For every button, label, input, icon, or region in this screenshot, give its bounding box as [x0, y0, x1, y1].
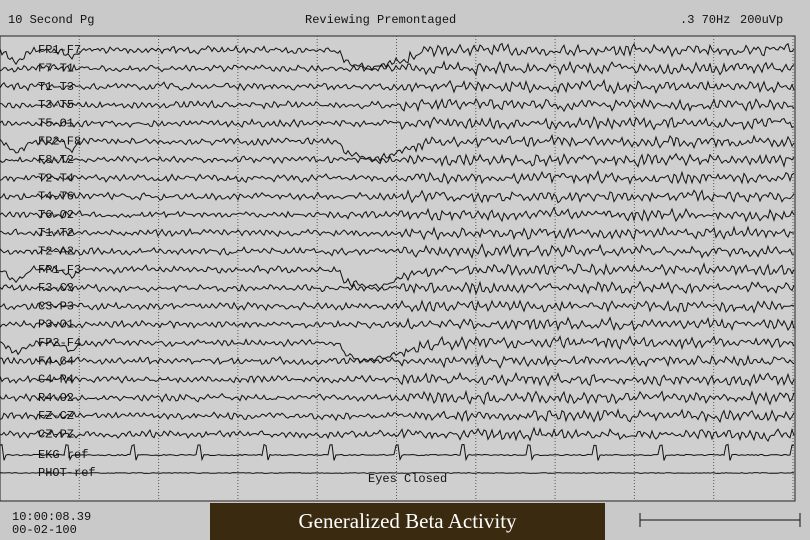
channel-label: T2-A2 [38, 244, 74, 258]
scale-bar [639, 513, 801, 527]
eeg-trace [0, 60, 795, 77]
channel-label: EKG-ref [38, 448, 88, 462]
eeg-trace [0, 42, 795, 71]
eeg-trace [0, 371, 795, 388]
eeg-trace [0, 78, 795, 95]
channel-label: F8-T2 [38, 153, 74, 167]
eeg-trace [0, 115, 795, 131]
mode-label: Reviewing Premontaged [305, 13, 456, 27]
eeg-trace [0, 97, 795, 113]
eeg-trace [0, 243, 795, 259]
channel-label: P3-O1 [38, 318, 74, 332]
channel-label: PHOT-ref [38, 466, 96, 480]
channel-label: T1-T2 [38, 226, 74, 240]
eeg-trace [0, 262, 795, 291]
eeg-trace [0, 354, 795, 369]
eeg-trace [0, 169, 795, 185]
channel-label: FP2-F8 [38, 135, 81, 149]
channel-label: C3-P3 [38, 299, 74, 313]
eeg-trace [0, 316, 795, 332]
channel-label: T5-O1 [38, 116, 74, 130]
channel-label: F4-C4 [38, 354, 74, 368]
channel-label: T3-T5 [38, 98, 74, 112]
eeg-trace [0, 206, 795, 223]
channel-label: FZ-CZ [38, 409, 74, 423]
eeg-trace [0, 408, 795, 424]
channel-label: C4-P4 [38, 373, 74, 387]
page-label: 10 Second Pg [8, 13, 94, 27]
eeg-trace [0, 335, 795, 363]
eeg-trace [0, 426, 795, 442]
eeg-trace [0, 189, 795, 204]
sensitivity-label: 200uVp [740, 13, 783, 27]
eeg-trace [0, 299, 795, 314]
channel-label: F3-C3 [38, 281, 74, 295]
eeg-trace [0, 152, 795, 168]
channel-label: T6-O2 [38, 208, 74, 222]
event-label: Eyes Closed [368, 472, 447, 486]
channel-label: T4-T6 [38, 190, 74, 204]
channel-label: T1-T3 [38, 80, 74, 94]
channel-label: FP1-F7 [38, 43, 81, 57]
eeg-trace [0, 133, 795, 163]
caption-banner: Generalized Beta Activity [210, 503, 605, 540]
record-label: 00-02-100 [12, 523, 77, 537]
filter-label: .3 70Hz [680, 13, 730, 27]
eeg-trace [0, 443, 795, 462]
channel-label: FP2-F4 [38, 336, 81, 350]
eeg-trace [0, 225, 795, 241]
channel-label: F7-T1 [38, 61, 74, 75]
channel-label: FP1-F3 [38, 263, 81, 277]
eeg-trace [0, 280, 795, 296]
channel-label: T2-T4 [38, 171, 74, 185]
time-label: 10:00:08.39 [12, 510, 91, 524]
channel-label: P4-O2 [38, 391, 74, 405]
eeg-trace [0, 472, 795, 474]
eeg-trace [0, 389, 795, 406]
channel-label: CZ-PZ [38, 427, 74, 441]
